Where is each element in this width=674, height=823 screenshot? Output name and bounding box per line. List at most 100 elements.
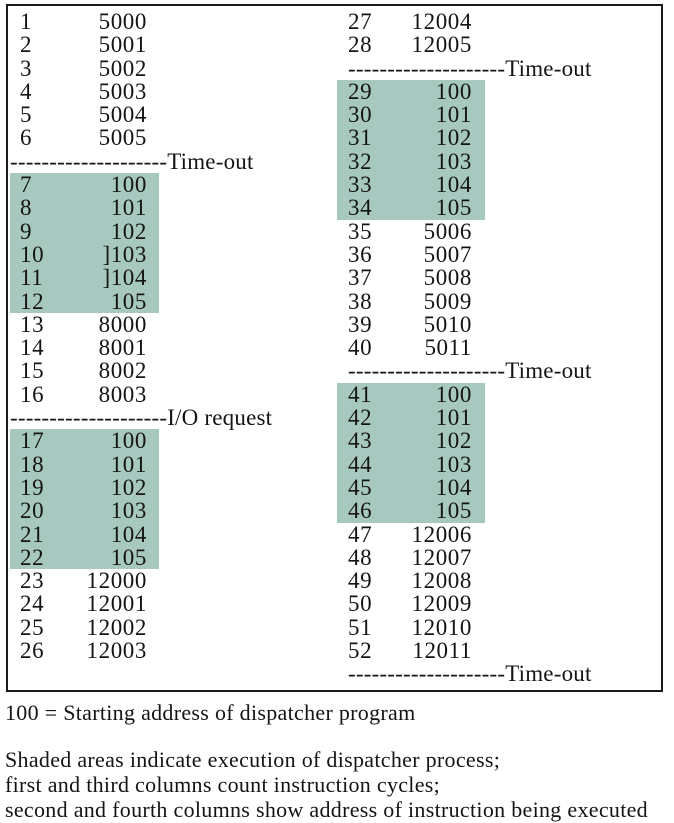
cycle-number: 26 [20, 638, 45, 664]
instruction-address: 12003 [86, 638, 147, 664]
cycle-number: 37 [348, 265, 373, 291]
instruction-address: 5004 [98, 102, 147, 128]
trace-row: 44 103 [337, 451, 485, 477]
instruction-address: 100 [435, 78, 472, 104]
instruction-address: 102 [435, 125, 472, 151]
trace-row: 6 5005 [10, 125, 159, 151]
cycle-number: 1 [20, 9, 33, 34]
trace-box: 1 5000 2 5001 3 5002 4 5003 5 5004 6 5005 ----------… [6, 4, 663, 692]
trace-row: 10]103 [10, 243, 159, 266]
trace-row: 51 12010 [337, 614, 485, 640]
phase-separator: --------------------Time-out [337, 662, 591, 685]
trace-row: 37 5008 [337, 265, 485, 291]
trace-row: 43 102 [337, 429, 485, 453]
instruction-address: 102 [110, 218, 147, 244]
cycle-number: 8 [20, 195, 33, 221]
trace-row: 21 104 [10, 521, 159, 547]
trace-row: 7 100 [10, 173, 159, 196]
cycle-number: 7 [20, 172, 33, 198]
separator-dashes: -------------------- [10, 148, 168, 174]
cycle-number: 13 [20, 311, 45, 337]
trace-row: 34 105 [337, 195, 485, 221]
trace-row: 52 12011 [337, 638, 485, 664]
instruction-address: 5005 [98, 125, 147, 151]
trace-row: 32 103 [337, 148, 485, 174]
trace-row: 30 101 [337, 103, 485, 126]
instruction-address: 105 [435, 195, 472, 221]
instruction-address: 103 [435, 148, 472, 174]
trace-row: 27 12004 [337, 10, 485, 34]
instruction-address: 101 [435, 102, 472, 128]
trace-row: 49 12008 [337, 568, 485, 594]
cycle-number: 38 [348, 288, 373, 314]
cycle-number: 42 [348, 405, 373, 431]
trace-row: 23 12000 [10, 568, 159, 594]
caption-note-line: second and fourth columns show address o… [5, 796, 648, 822]
trace-row: 22 105 [10, 546, 159, 569]
trace-column-left: 1 5000 2 5001 3 5002 4 5003 5 5004 6 5005 ----------… [10, 9, 272, 664]
cycle-number: 19 [20, 474, 45, 500]
cycle-number: 23 [20, 568, 45, 594]
instruction-address: 8000 [98, 311, 147, 337]
separator-label: Time-out [505, 358, 592, 384]
separator-dashes: -------------------- [348, 661, 506, 687]
instruction-address: 104 [110, 521, 147, 547]
instruction-address: 12002 [86, 614, 147, 640]
trace-row: 42 101 [337, 406, 485, 429]
instruction-address: 101 [435, 405, 472, 431]
trace-row: 15 8002 [10, 358, 159, 384]
cycle-number: 4 [20, 78, 33, 104]
instruction-address: 104 [435, 172, 472, 198]
instruction-address: 12006 [411, 521, 472, 547]
trace-row: 36 5007 [337, 241, 485, 267]
instruction-address: ]103 [102, 241, 147, 267]
instruction-address: 105 [110, 288, 147, 314]
trace-row: 9 102 [10, 218, 159, 244]
separator-label: I/O request [167, 405, 273, 431]
instruction-address: 5008 [423, 265, 472, 291]
instruction-address: 12000 [86, 568, 147, 594]
cycle-number: 47 [348, 521, 373, 547]
trace-row: 46 105 [337, 498, 485, 524]
cycle-number: 52 [348, 638, 373, 664]
cycle-number: 46 [348, 498, 373, 524]
phase-separator: --------------------Time-out [337, 56, 591, 80]
cycle-number: 32 [348, 148, 373, 174]
phase-separator: --------------------Time-out [10, 150, 253, 173]
instruction-address: 5007 [423, 241, 472, 267]
trace-row: 40 5011 [337, 336, 485, 360]
instruction-address: 5002 [98, 55, 147, 81]
cycle-number: 6 [20, 125, 33, 151]
instruction-address: 103 [435, 451, 472, 477]
trace-row: 29 100 [337, 80, 485, 103]
caption-notes: Shaded areas indicate execution of dispa… [5, 747, 648, 822]
trace-row: 28 12005 [337, 32, 485, 58]
trace-row: 4 5003 [10, 78, 159, 104]
trace-row: 2 5001 [10, 33, 159, 57]
separator-label: Time-out [505, 661, 592, 687]
cycle-number: 12 [20, 288, 45, 314]
separator-dashes: -------------------- [348, 358, 506, 384]
trace-row: 18 101 [10, 452, 159, 476]
instruction-address: 12008 [411, 568, 472, 594]
trace-row: 25 12002 [10, 614, 159, 640]
cycle-number: 15 [20, 358, 45, 384]
cycle-number: 20 [20, 498, 45, 524]
cycle-number: 44 [348, 451, 373, 477]
trace-row: 5 5004 [10, 102, 159, 128]
cycle-number: 30 [348, 102, 373, 128]
caption-dispatcher-address: 100 = Starting address of dispatcher pro… [5, 700, 416, 725]
instruction-address: 5006 [423, 218, 472, 244]
cycle-number: 41 [348, 381, 373, 407]
cycle-number: 25 [20, 614, 45, 640]
cycle-number: 9 [20, 218, 33, 244]
instruction-address: 100 [110, 428, 147, 454]
cycle-number: 35 [348, 218, 373, 244]
trace-row: 31 102 [337, 125, 485, 151]
instruction-address: 104 [435, 474, 472, 500]
instruction-address: 12005 [411, 32, 472, 58]
cycle-number: 5 [20, 102, 33, 128]
instruction-address: ]104 [102, 265, 147, 291]
instruction-address: 105 [110, 544, 147, 570]
cycle-number: 51 [348, 614, 373, 640]
